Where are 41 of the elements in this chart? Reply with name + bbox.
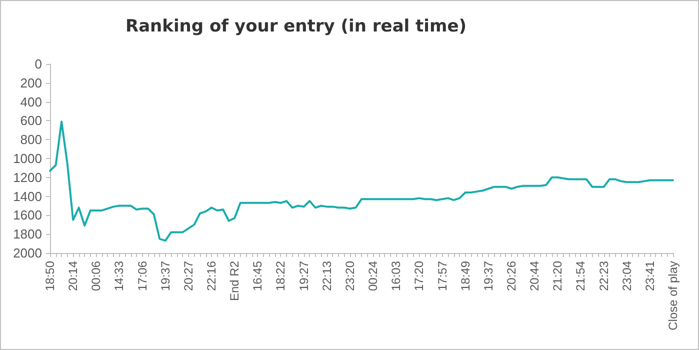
- y-tick-label: 1800: [13, 226, 42, 242]
- x-tick-label: 19:27: [296, 260, 311, 292]
- x-tick-label: 16:45: [250, 260, 265, 292]
- x-tick-label: Close of play: [666, 261, 680, 330]
- chart-title: Ranking of your entry (in real time): [125, 16, 467, 36]
- x-tick-label: 18:50: [43, 260, 57, 292]
- y-tick-label: 1200: [13, 170, 42, 185]
- x-tick-label: 00:06: [89, 260, 104, 292]
- y-tick-label: 400: [20, 94, 42, 110]
- y-tick-label: 600: [20, 113, 42, 128]
- y-tick-label: 200: [20, 75, 42, 90]
- x-tick-label: 19:37: [481, 260, 496, 292]
- y-tick-label: 1400: [13, 188, 42, 204]
- y-tick-label: 800: [20, 132, 42, 148]
- y-tick-label: 2000: [13, 246, 42, 260]
- x-tick-label: 19:37: [158, 260, 172, 292]
- x-tick-label: 23:41: [642, 260, 657, 292]
- x-tick-label: End R2: [228, 260, 242, 302]
- x-tick-label: 22:16: [204, 260, 219, 292]
- x-tick-label: 20:44: [528, 260, 542, 292]
- x-tick-label: 17:06: [135, 260, 150, 292]
- y-tick-label: 1600: [13, 208, 42, 223]
- x-tick-label: 20:26: [504, 260, 518, 292]
- x-tick-label: 21:20: [550, 260, 565, 292]
- x-tick-label: 20:14: [66, 260, 80, 292]
- x-tick-label: 00:24: [366, 260, 380, 292]
- y-tick-label: 1000: [13, 151, 42, 166]
- x-tick-label: 17:57: [435, 260, 450, 292]
- x-tick-label: 23:04: [620, 260, 634, 292]
- x-tick-label: 21:54: [574, 260, 588, 292]
- x-tick-label: 23:20: [342, 260, 357, 292]
- x-tick-label: 17:20: [412, 260, 426, 292]
- x-tick-label: 22:23: [596, 260, 611, 292]
- x-tick-label: 14:33: [112, 260, 126, 292]
- x-tick-label: 16:03: [389, 260, 404, 292]
- x-tick-label: 22:13: [320, 260, 334, 292]
- x-tick-label: 18:49: [458, 260, 472, 292]
- x-tick-label: 18:22: [274, 260, 288, 292]
- x-tick-label: 20:27: [181, 260, 196, 292]
- y-tick-label: 0: [34, 56, 42, 72]
- line-series: [49, 120, 674, 242]
